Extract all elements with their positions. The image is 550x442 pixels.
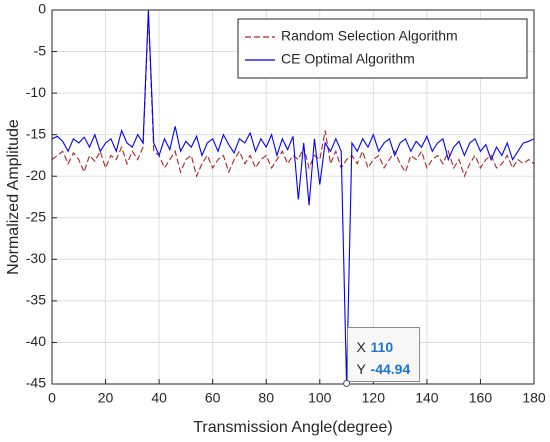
x-tick-label: 80	[258, 390, 274, 406]
x-tick-label: 160	[469, 390, 493, 406]
y-tick-label: -35	[26, 292, 46, 308]
y-tick-label: -20	[26, 167, 46, 183]
y-tick-label: -5	[34, 42, 47, 58]
x-tick-label: 20	[98, 390, 114, 406]
legend-label: CE Optimal Algorithm	[281, 51, 415, 67]
y-tick-label: -15	[26, 125, 46, 141]
datatip-x-value: 110	[371, 339, 394, 355]
datatip-marker	[343, 380, 351, 388]
series-line	[51, 14, 535, 178]
y-tick-label: -40	[26, 333, 46, 349]
x-tick-label: 60	[205, 390, 221, 406]
x-tick-label: 100	[308, 390, 332, 406]
legend-box	[237, 18, 528, 79]
x-tick-label: 120	[362, 390, 386, 406]
y-tick-label: -30	[26, 250, 46, 266]
x-tick-label: 140	[415, 390, 439, 406]
x-axis-label: Transmission Angle(degree)	[193, 419, 393, 436]
datatip-x-label: X	[357, 339, 367, 355]
x-tick-label: 0	[48, 390, 56, 406]
datatip-box	[347, 327, 421, 383]
datatip-y-label: Y	[357, 361, 367, 377]
y-tick-label: -45	[26, 375, 46, 391]
datatip-y-value: -44.94	[371, 361, 411, 377]
y-tick-label: -10	[26, 84, 46, 100]
x-tick-label: 180	[522, 390, 546, 406]
x-tick-label: 40	[151, 390, 167, 406]
legend-label: Random Selection Algorithm	[281, 28, 458, 44]
y-tick-label: -25	[26, 208, 46, 224]
y-tick-label: 0	[38, 1, 46, 17]
axes-box	[51, 9, 535, 385]
y-axis-label: Normalized Amplitude	[5, 119, 22, 275]
series-line	[51, 9, 535, 384]
